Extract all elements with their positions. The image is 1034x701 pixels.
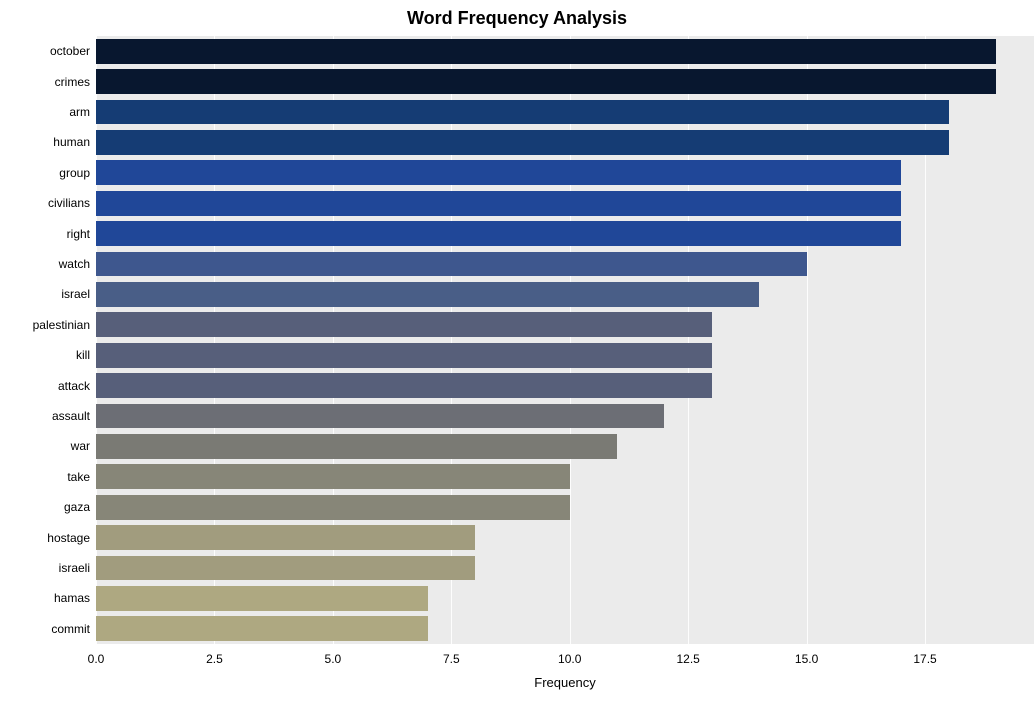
y-tick-label: israel bbox=[61, 287, 90, 301]
bar bbox=[96, 525, 475, 550]
grid-line bbox=[688, 36, 689, 644]
bar bbox=[96, 404, 664, 429]
bar bbox=[96, 616, 428, 641]
plot-area bbox=[96, 36, 1034, 644]
bar bbox=[96, 160, 901, 185]
bar bbox=[96, 39, 996, 64]
bar bbox=[96, 373, 712, 398]
grid-line bbox=[451, 36, 452, 644]
x-tick-label: 12.5 bbox=[663, 652, 713, 666]
y-tick-label: israeli bbox=[59, 561, 90, 575]
bar bbox=[96, 464, 570, 489]
y-tick-label: kill bbox=[76, 348, 90, 362]
grid-line bbox=[925, 36, 926, 644]
grid-line bbox=[333, 36, 334, 644]
y-tick-label: hostage bbox=[47, 531, 90, 545]
y-tick-label: commit bbox=[51, 622, 90, 636]
bar bbox=[96, 282, 759, 307]
x-tick-label: 5.0 bbox=[308, 652, 358, 666]
bar bbox=[96, 343, 712, 368]
bar bbox=[96, 252, 807, 277]
y-tick-label: attack bbox=[58, 379, 90, 393]
y-tick-label: gaza bbox=[64, 500, 90, 514]
y-tick-label: watch bbox=[59, 257, 90, 271]
x-tick-label: 7.5 bbox=[426, 652, 476, 666]
bar bbox=[96, 69, 996, 94]
bar bbox=[96, 434, 617, 459]
y-tick-label: arm bbox=[69, 105, 90, 119]
x-tick-label: 2.5 bbox=[189, 652, 239, 666]
grid-line bbox=[214, 36, 215, 644]
bar bbox=[96, 312, 712, 337]
y-tick-label: assault bbox=[52, 409, 90, 423]
y-tick-label: group bbox=[59, 166, 90, 180]
bar bbox=[96, 586, 428, 611]
grid-line bbox=[570, 36, 571, 644]
y-tick-label: hamas bbox=[54, 591, 90, 605]
y-tick-label: right bbox=[67, 227, 90, 241]
x-tick-label: 0.0 bbox=[71, 652, 121, 666]
bar bbox=[96, 221, 901, 246]
y-tick-label: october bbox=[50, 44, 90, 58]
bar bbox=[96, 495, 570, 520]
bar bbox=[96, 130, 949, 155]
bar bbox=[96, 556, 475, 581]
chart-title: Word Frequency Analysis bbox=[0, 8, 1034, 29]
y-tick-label: human bbox=[53, 135, 90, 149]
y-tick-label: take bbox=[67, 470, 90, 484]
x-tick-label: 10.0 bbox=[545, 652, 595, 666]
x-tick-label: 17.5 bbox=[900, 652, 950, 666]
x-axis-label: Frequency bbox=[96, 675, 1034, 690]
grid-line bbox=[807, 36, 808, 644]
bar bbox=[96, 100, 949, 125]
y-tick-label: crimes bbox=[55, 75, 90, 89]
y-tick-label: war bbox=[71, 439, 90, 453]
x-tick-label: 15.0 bbox=[782, 652, 832, 666]
bar bbox=[96, 191, 901, 216]
grid-line bbox=[96, 36, 97, 644]
y-tick-label: palestinian bbox=[33, 318, 90, 332]
y-tick-label: civilians bbox=[48, 196, 90, 210]
